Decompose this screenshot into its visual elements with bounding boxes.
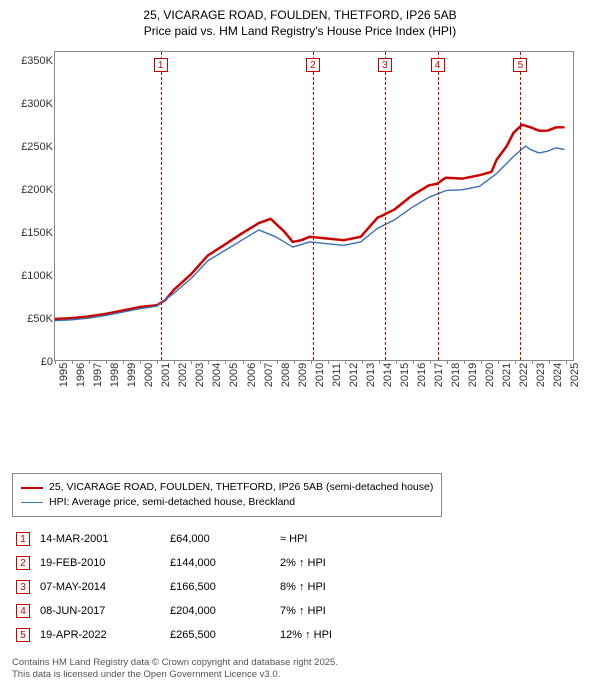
title-line2: Price paid vs. HM Land Registry's House … [12,24,588,40]
cell-date: 07-MAY-2014 [40,575,170,599]
chart-container: 25, VICARAGE ROAD, FOULDEN, THETFORD, IP… [0,0,600,689]
cell-marker: 5 [12,623,40,647]
transaction-marker: 5 [16,628,30,642]
chart-area: £0£50K£100K£150K£200K£250K£300K£350K1995… [12,43,588,423]
event-marker-box: 1 [154,58,168,72]
legend-label: 25, VICARAGE ROAD, FOULDEN, THETFORD, IP… [49,480,433,495]
legend-swatch [21,502,43,503]
transactions-table: 1 14-MAR-2001£64,000≈ HPI 2 19-FEB-2010£144… [12,527,342,647]
event-marker-line [313,52,314,360]
cell-date: 08-JUN-2017 [40,599,170,623]
series-line [55,125,565,319]
event-marker-box: 3 [378,58,392,72]
transaction-row: 1 14-MAR-2001£64,000≈ HPI [12,527,342,551]
event-marker-line [161,52,162,360]
cell-price: £265,500 [170,623,280,647]
transaction-marker: 1 [16,532,30,546]
event-marker-box: 5 [513,58,527,72]
y-axis-label: £50K [27,313,55,325]
y-axis-label: £200K [21,184,55,196]
x-tick [379,360,380,364]
y-axis-label: £150K [21,227,55,239]
transaction-row: 5 19-APR-2022£265,50012% ↑ HPI [12,623,342,647]
cell-vs-hpi: 8% ↑ HPI [280,575,342,599]
transaction-row: 4 08-JUN-2017£204,0007% ↑ HPI [12,599,342,623]
footer-line: This data is licensed under the Open Gov… [12,669,588,681]
transaction-marker: 2 [16,556,30,570]
plot-area: £0£50K£100K£150K£200K£250K£300K£350K1995… [54,51,574,361]
x-tick [55,360,56,364]
cell-price: £204,000 [170,599,280,623]
event-marker-line [438,52,439,360]
footer: Contains HM Land Registry data © Crown c… [12,657,588,682]
x-tick [345,360,346,364]
cell-price: £166,500 [170,575,280,599]
x-tick [396,360,397,364]
cell-price: £64,000 [170,527,280,551]
legend: 25, VICARAGE ROAD, FOULDEN, THETFORD, IP… [12,473,442,516]
cell-date: 19-APR-2022 [40,623,170,647]
y-axis-label: £350K [21,55,55,67]
transaction-marker: 4 [16,604,30,618]
cell-marker: 4 [12,599,40,623]
x-tick [72,360,73,364]
legend-swatch [21,487,43,489]
x-tick [447,360,448,364]
transaction-marker: 3 [16,580,30,594]
cell-marker: 3 [12,575,40,599]
event-marker-line [385,52,386,360]
transaction-row: 2 19-FEB-2010£144,0002% ↑ HPI [12,551,342,575]
x-tick [566,360,567,364]
x-tick [362,360,363,364]
cell-vs-hpi: ≈ HPI [280,527,342,551]
cell-marker: 2 [12,551,40,575]
footer-line: Contains HM Land Registry data © Crown c… [12,657,588,669]
x-tick [328,360,329,364]
cell-date: 19-FEB-2010 [40,551,170,575]
legend-item-hpi: HPI: Average price, semi-detached house,… [21,495,433,510]
event-marker-box: 4 [431,58,445,72]
x-tick [106,360,107,364]
x-tick [260,360,261,364]
legend-label: HPI: Average price, semi-detached house,… [49,495,295,510]
x-tick [294,360,295,364]
x-tick [277,360,278,364]
y-axis-label: £300K [21,98,55,110]
cell-date: 14-MAR-2001 [40,527,170,551]
y-axis-label: £100K [21,270,55,282]
x-tick [243,360,244,364]
title-line1: 25, VICARAGE ROAD, FOULDEN, THETFORD, IP… [12,8,588,24]
x-tick [89,360,90,364]
cell-vs-hpi: 12% ↑ HPI [280,623,342,647]
cell-vs-hpi: 7% ↑ HPI [280,599,342,623]
line-series [55,52,573,360]
x-tick [225,360,226,364]
cell-price: £144,000 [170,551,280,575]
x-tick [430,360,431,364]
event-marker-line [520,52,521,360]
transaction-row: 3 07-MAY-2014£166,5008% ↑ HPI [12,575,342,599]
chart-title: 25, VICARAGE ROAD, FOULDEN, THETFORD, IP… [12,8,588,39]
x-tick [311,360,312,364]
legend-item-property: 25, VICARAGE ROAD, FOULDEN, THETFORD, IP… [21,480,433,495]
cell-vs-hpi: 2% ↑ HPI [280,551,342,575]
cell-marker: 1 [12,527,40,551]
event-marker-box: 2 [306,58,320,72]
x-tick [413,360,414,364]
y-axis-label: £250K [21,141,55,153]
x-axis-label: 2025 [551,363,581,387]
